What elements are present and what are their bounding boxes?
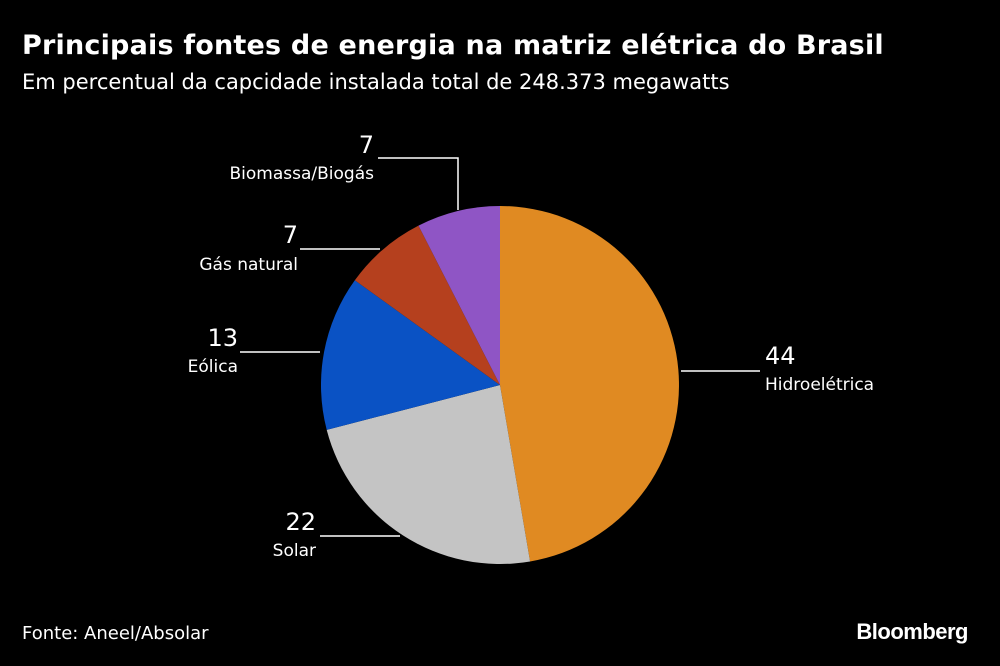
chart-title: Principais fontes de energia na matriz e… bbox=[22, 30, 884, 61]
pie-slice-hidroel-trica bbox=[500, 206, 679, 562]
leader-line bbox=[378, 157, 459, 210]
slice-value-label: 44 bbox=[765, 342, 796, 370]
slice-category-label: Gás natural bbox=[199, 255, 298, 275]
bloomberg-logo: Bloomberg bbox=[856, 619, 968, 644]
slice-category-label: Hidroelétrica bbox=[765, 375, 874, 395]
leader-lines bbox=[240, 157, 760, 537]
slice-category-label: Solar bbox=[273, 541, 316, 561]
slice-value-label: 7 bbox=[283, 221, 298, 249]
slice-category-label: Eólica bbox=[188, 357, 238, 377]
slice-value-label: 22 bbox=[285, 508, 316, 536]
slice-labels: 44 Hidroelétrica 22 Solar 13 Eólica 7 Gás natur… bbox=[188, 131, 874, 561]
pie-slice-e-lica bbox=[320, 280, 500, 430]
pie-slice-biomassa-biog-s bbox=[418, 206, 500, 385]
chart-subtitle: Em percentual da capcidade instalada tot… bbox=[22, 70, 730, 94]
pie-slice-solar bbox=[326, 385, 531, 564]
source-note: Fonte: Aneel/Absolar bbox=[22, 623, 209, 644]
pie-slice-g-s-natural bbox=[354, 225, 500, 385]
pie-slices bbox=[320, 206, 679, 564]
slice-value-label: 7 bbox=[359, 131, 374, 159]
slice-value-label: 13 bbox=[207, 324, 238, 352]
slice-category-label: Biomassa/Biogás bbox=[230, 164, 375, 184]
